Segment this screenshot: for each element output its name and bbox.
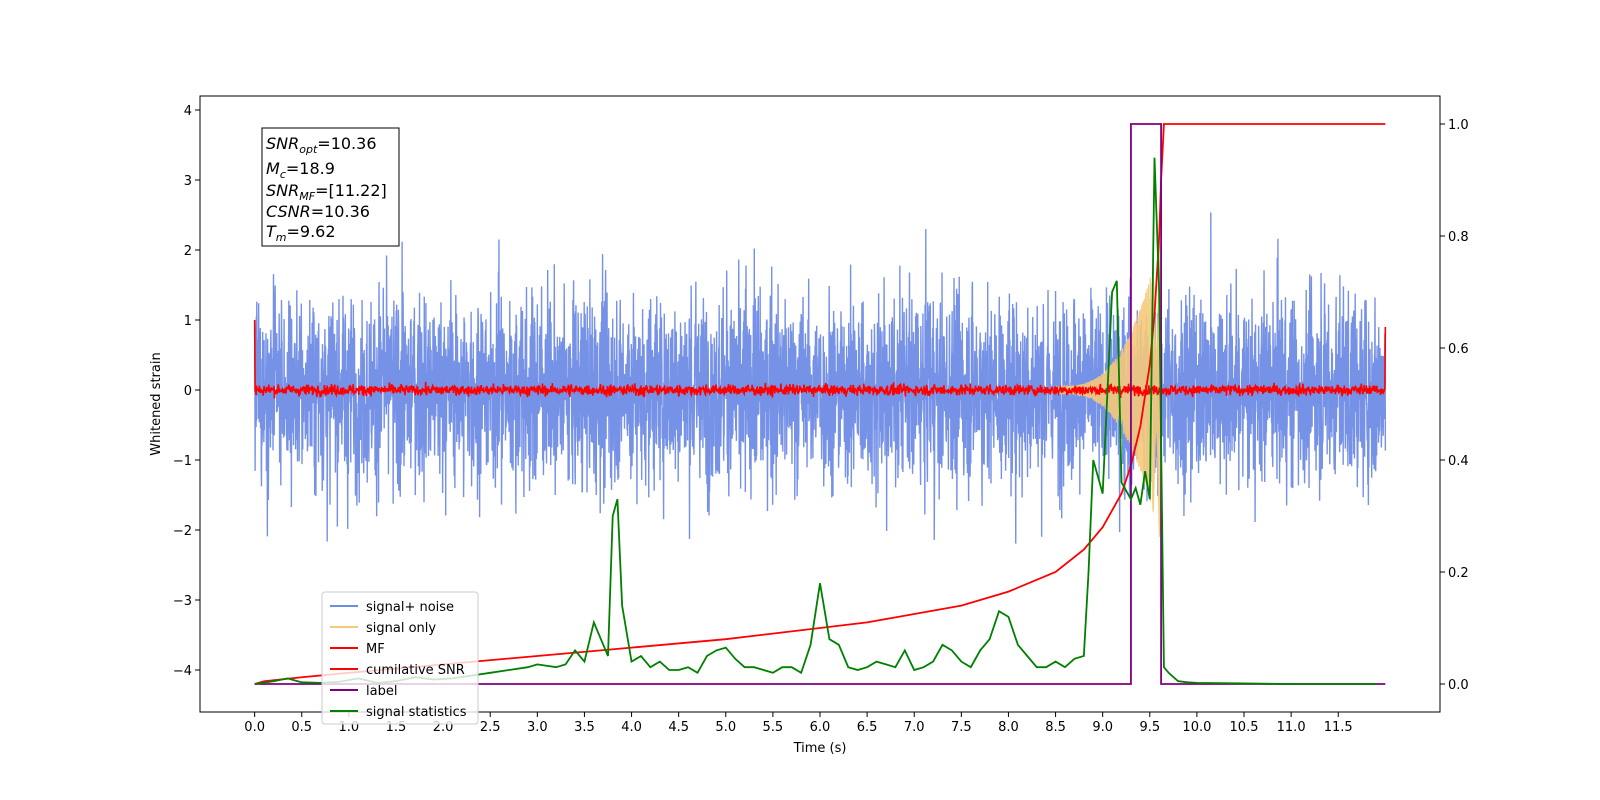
series-mf: [253, 319, 1387, 399]
x-axis-label: Time (s): [793, 741, 847, 756]
y2-tick-label: 0.0: [1448, 678, 1469, 693]
x-tick-label: 4.0: [621, 720, 642, 735]
x-tick-label: 2.5: [480, 720, 501, 735]
y2-tick-label: 0.2: [1448, 566, 1469, 581]
y-axis-right: 1.0 0.8 0.6 0.4 0.2 0.0: [1440, 118, 1469, 693]
y-tick-label: −1: [173, 454, 192, 469]
y-tick-label: −4: [173, 664, 192, 679]
annotation-frame: [261, 127, 400, 247]
x-tick-label: 8.0: [998, 720, 1019, 735]
x-tick-label: 8.5: [1045, 720, 1066, 735]
annotation-tm: Tm=9.62: [266, 222, 336, 244]
series-label: [254, 123, 1386, 685]
x-tick-label: 10.0: [1182, 720, 1211, 735]
series-signal-statistics: [254, 157, 1376, 685]
legend-item-label: label: [366, 684, 397, 699]
legend-item-label: signal only: [366, 621, 436, 636]
x-tick-label: 4.5: [668, 720, 689, 735]
x-tick-label: 11.5: [1324, 720, 1353, 735]
x-tick-label: 0.0: [244, 720, 265, 735]
y2-tick-label: 0.4: [1448, 454, 1469, 469]
x-tick-label: 5.5: [763, 720, 784, 735]
x-tick-label: 7.0: [904, 720, 925, 735]
x-tick-label: 3.5: [574, 720, 595, 735]
x-tick-label: 6.0: [810, 720, 831, 735]
annotation-snr-mf: SNRMF=[11.22]: [266, 181, 387, 203]
x-tick-label: 9.0: [1092, 720, 1113, 735]
y2-tick-label: 1.0: [1448, 118, 1469, 133]
x-tick-label: 7.5: [951, 720, 972, 735]
x-tick-label: 0.5: [291, 720, 312, 735]
annotation-csnr: CSNR=10.36: [266, 202, 370, 221]
legend-item-label: MF: [366, 642, 385, 657]
annotation-mc: Mc=18.9: [266, 159, 335, 181]
y-tick-label: 0: [184, 384, 192, 399]
legend-item-label: cumilative SNR: [366, 663, 465, 678]
x-tick-label: 9.5: [1139, 720, 1160, 735]
y-axis-label: Whitened strain: [149, 352, 164, 455]
legend-item-label: signal statistics: [366, 705, 467, 720]
annotation-snr-opt: SNRopt=10.36: [266, 134, 377, 156]
x-tick-label: 5.0: [715, 720, 736, 735]
legend: signal+ noise signal only MF cumilative SNR…: [321, 591, 479, 725]
x-tick-label: 6.5: [857, 720, 878, 735]
y-tick-label: 4: [184, 104, 192, 119]
x-tick-label: 10.5: [1230, 720, 1259, 735]
y2-tick-label: 0.6: [1448, 342, 1469, 357]
y-tick-label: 2: [184, 244, 192, 259]
legend-frame: [321, 591, 479, 725]
y-tick-label: −3: [173, 594, 192, 609]
y-tick-label: 1: [184, 314, 192, 329]
y-tick-label: 3: [184, 174, 192, 189]
y-axis-left: 4 3 2 1 0 −1 −2 −3 −4: [173, 104, 200, 679]
x-tick-label: 3.0: [527, 720, 548, 735]
y2-tick-label: 0.8: [1448, 230, 1469, 245]
x-tick-label: 11.0: [1277, 720, 1306, 735]
legend-item-label: signal+ noise: [366, 600, 454, 615]
annotation-box: SNRopt=10.36 Mc=18.9 SNRMF=[11.22] CSNR=…: [261, 127, 400, 247]
y-tick-label: −2: [173, 524, 192, 539]
